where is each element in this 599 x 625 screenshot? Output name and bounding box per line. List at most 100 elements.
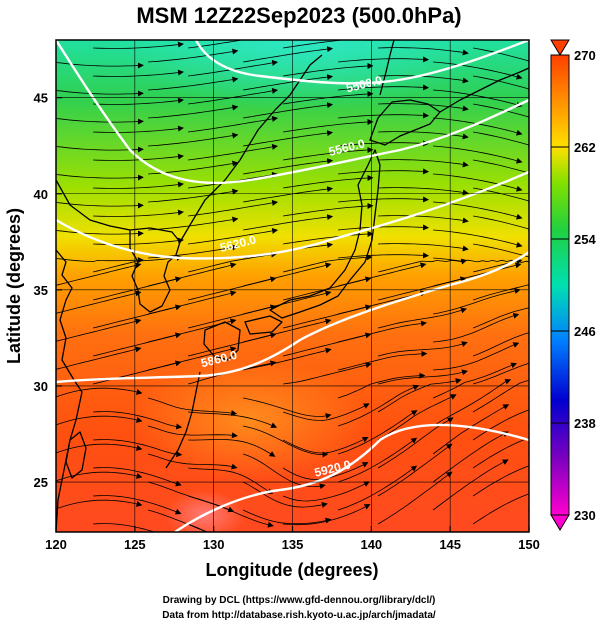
- streamline-18: [56, 90, 144, 97]
- streamline-190: [432, 431, 509, 483]
- y-tick-label-45: 45: [34, 91, 48, 106]
- streamline-126: [56, 318, 142, 342]
- streamline-31: [148, 104, 239, 119]
- streamline-97: [188, 251, 278, 273]
- streamline-44: [243, 130, 334, 147]
- streamline-40: [473, 131, 529, 146]
- coast-honshu: [269, 149, 381, 319]
- streamline-0: [93, 41, 184, 49]
- streamline-160: [472, 379, 529, 413]
- streamline-180: [93, 467, 182, 487]
- streamline-134: [283, 332, 372, 357]
- streamline-133: [188, 332, 277, 357]
- streamline-188: [242, 481, 328, 508]
- streamline-132: [93, 332, 182, 357]
- coast-manchuria: [56, 54, 323, 243]
- streamline-114: [56, 290, 142, 314]
- streamline-111: [378, 276, 467, 301]
- streamline-36: [93, 125, 184, 133]
- streamline-113: [568, 278, 599, 300]
- x-tick-label-120: 120: [45, 537, 67, 552]
- streamline-7: [148, 48, 239, 63]
- x-tick-label-135: 135: [282, 537, 304, 552]
- streamline-148: [472, 362, 529, 385]
- streamline-149: [568, 362, 599, 384]
- streamline-200: [242, 509, 332, 525]
- streamline-20: [243, 74, 334, 91]
- streamline-76: [473, 215, 529, 230]
- x-tick-label-150: 150: [518, 537, 540, 552]
- streamline-56: [243, 158, 334, 175]
- streamline-208: [472, 493, 529, 525]
- streamline-109: [188, 276, 277, 301]
- contour-5620: [56, 170, 529, 260]
- streamline-121: [188, 304, 277, 329]
- streamline-69: [338, 196, 429, 203]
- streamline-207: [377, 471, 453, 525]
- streamline-27: [378, 103, 469, 112]
- streamline-166: [432, 378, 512, 427]
- colorbar-scale: [550, 54, 570, 516]
- streamline-43: [148, 132, 239, 147]
- y-axis-ticks: 25 30 35 40 45: [34, 91, 62, 490]
- streamline-205: [187, 523, 209, 532]
- streamline-204: [93, 523, 156, 532]
- streamline-184: [472, 437, 529, 469]
- streamline-42: [56, 146, 144, 153]
- streamline-10: [433, 61, 523, 80]
- coast-kuril: [439, 67, 529, 113]
- colorbar-label-270: 270: [574, 48, 596, 63]
- streamline-123: [378, 307, 467, 329]
- streamline-152: [243, 397, 332, 419]
- streamline-124: [472, 307, 529, 329]
- y-tick-label-30: 30: [34, 379, 48, 394]
- streamline-51: [378, 159, 469, 168]
- streamline-101: [568, 261, 599, 273]
- streamline-122: [283, 304, 372, 329]
- colorbar-lower-extend: [550, 514, 570, 531]
- height-contours: [56, 40, 529, 532]
- streamline-185: [568, 468, 599, 487]
- streamline-48: [93, 153, 184, 161]
- y-tick-label-35: 35: [34, 283, 48, 298]
- contour-5500: [194, 40, 529, 85]
- coast-kyushu: [203, 321, 241, 361]
- streamline-72: [93, 209, 184, 217]
- x-tick-label-130: 130: [203, 537, 225, 552]
- streamline-163: [147, 425, 238, 439]
- contour-5860: [56, 250, 529, 384]
- streamline-90: [56, 257, 144, 264]
- streamline-112: [472, 284, 529, 301]
- streamline-17: [568, 76, 599, 109]
- streamline-12: [93, 69, 184, 77]
- grid-lines: [56, 40, 529, 532]
- streamline-158: [282, 403, 370, 421]
- streamline-176: [242, 453, 326, 490]
- streamline-14: [283, 63, 374, 77]
- streamline-73: [188, 199, 279, 217]
- streamline-66: [56, 202, 144, 209]
- streamline-168: [93, 439, 183, 458]
- streamline-54: [56, 174, 144, 181]
- streamline-165: [337, 384, 420, 427]
- streamline-6: [56, 62, 144, 69]
- streamline-45: [338, 140, 429, 147]
- streamline-33: [338, 112, 429, 119]
- streamline-206: [283, 504, 371, 526]
- streamline-157: [188, 411, 278, 428]
- streamline-16: [473, 75, 529, 90]
- streamline-189: [337, 437, 418, 483]
- streamline-19: [148, 76, 239, 91]
- streamline-46: [433, 145, 523, 164]
- streamline-209: [568, 524, 599, 543]
- credit-drawing: Drawing by DCL (https://www.gfd-dennou.o…: [163, 595, 436, 606]
- streamline-146: [283, 362, 372, 385]
- warm-core-shading: [165, 490, 245, 532]
- colorbar-label-238: 238: [574, 416, 596, 431]
- streamline-2: [283, 40, 374, 49]
- colorbar: 270 262 254 246 238 230: [550, 39, 596, 531]
- streamline-141: [338, 350, 428, 371]
- streamline-87: [378, 243, 469, 252]
- streamline-130: [433, 312, 520, 343]
